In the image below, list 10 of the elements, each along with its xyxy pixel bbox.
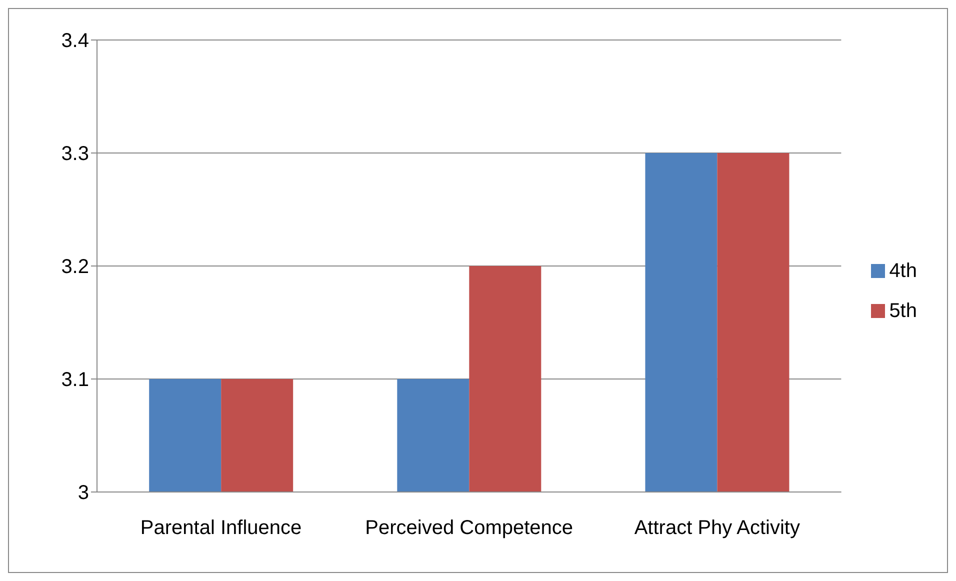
y-tick-label: 3.3 — [61, 143, 89, 166]
y-tick-label: 3 — [78, 482, 89, 504]
x-tick-label: Attract Phy Activity — [634, 517, 800, 540]
legend-label: 5th — [889, 300, 917, 322]
x-tick-label: Perceived Competence — [365, 517, 574, 540]
x-tick-label: Parental Influence — [140, 517, 302, 540]
y-tick-label: 3.1 — [61, 369, 89, 392]
y-tick-label: 3.4 — [61, 30, 89, 52]
y-tick-label: 3.2 — [61, 256, 89, 278]
legend-label: 4th — [889, 260, 917, 282]
